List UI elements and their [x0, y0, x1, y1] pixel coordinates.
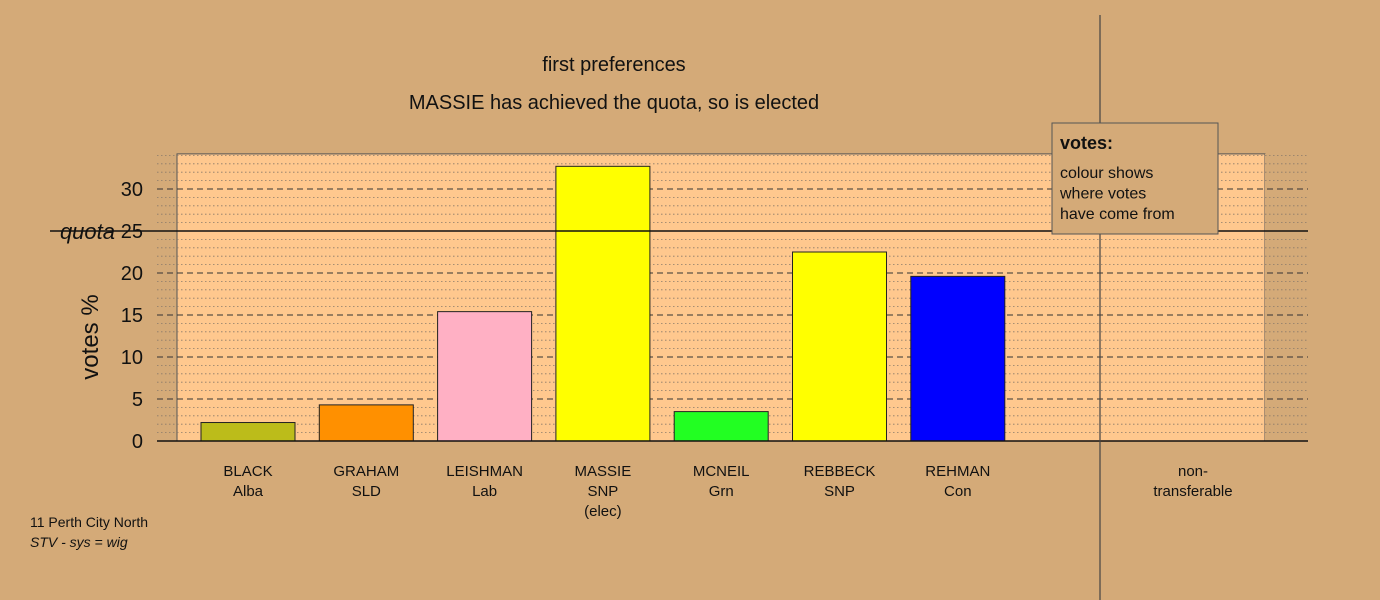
footer-constituency: 11 Perth City North — [30, 514, 148, 530]
y-tick-label: 20 — [121, 263, 143, 285]
candidate-name-label: REHMAN — [925, 463, 990, 480]
plot-margin-right — [1265, 153, 1308, 441]
legend-text-line: where votes — [1059, 186, 1146, 203]
candidate-name-label: REBBECK — [804, 463, 876, 480]
candidate-party-label: SLD — [352, 483, 381, 500]
chart-title: first preferences — [542, 54, 685, 76]
legend-text-line: colour shows — [1060, 165, 1153, 182]
candidate-status-label: (elec) — [584, 503, 622, 520]
y-tick-label: 5 — [132, 389, 143, 411]
bar-rebbeck — [792, 251, 887, 442]
bar-rehman — [910, 275, 1006, 442]
legend-heading: votes: — [1060, 133, 1113, 153]
candidate-party-label: SNP — [824, 483, 855, 500]
bar-black — [200, 422, 296, 442]
y-tick-label: 30 — [121, 179, 143, 201]
non-transferable-label-1: non- — [1178, 463, 1208, 480]
candidate-party-label: Grn — [709, 483, 734, 500]
bar-leishman — [437, 311, 533, 442]
y-tick-label: 15 — [121, 305, 143, 327]
candidate-name-label: LEISHMAN — [446, 463, 523, 480]
candidate-name-label: MCNEIL — [693, 463, 750, 480]
candidate-party-label: SNP — [587, 483, 618, 500]
footer-system: STV - sys = wig — [30, 534, 128, 550]
candidate-name-label: MASSIE — [575, 463, 632, 480]
bar-graham — [318, 404, 414, 442]
candidate-party-label: Con — [944, 483, 972, 500]
y-axis-label: votes % — [77, 294, 104, 379]
legend-box — [1051, 122, 1219, 235]
legend-text-line: have come from — [1060, 206, 1175, 223]
y-tick-label: 10 — [121, 347, 143, 369]
candidate-party-label: Alba — [233, 483, 264, 500]
bar-massie — [555, 165, 651, 442]
quota-label: quota — [60, 219, 115, 244]
candidate-party-label: Lab — [472, 483, 497, 500]
non-transferable-label-2: transferable — [1153, 483, 1232, 500]
y-tick-label: 25 — [121, 221, 143, 243]
candidate-name-label: GRAHAM — [333, 463, 399, 480]
y-tick-label: 0 — [132, 431, 143, 453]
bar-mcneil — [673, 411, 769, 442]
chart-subtitle: MASSIE has achieved the quota, so is ele… — [409, 92, 819, 114]
candidate-name-label: BLACK — [223, 463, 272, 480]
